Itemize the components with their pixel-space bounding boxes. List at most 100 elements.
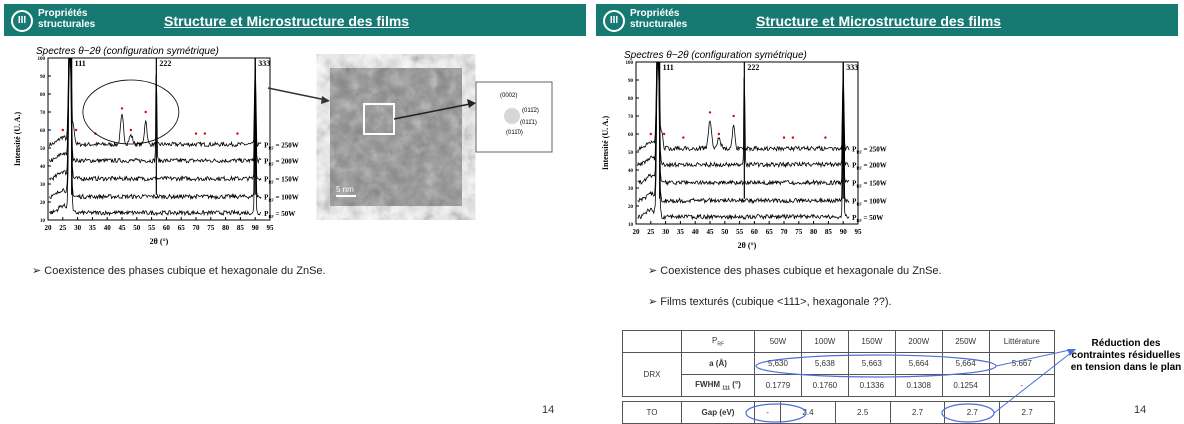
cell: - <box>988 374 1056 397</box>
slide-title: Structure et Microstructure des films <box>756 13 1002 29</box>
series-symbol: P <box>852 180 857 188</box>
series-sub: RF <box>268 198 274 203</box>
spot-label: (011̄1) <box>520 120 537 126</box>
phase-marker <box>732 114 735 118</box>
bullet: ➢ Coexistence des phases cubique et hexa… <box>32 265 326 277</box>
y-tick-label: 10 <box>628 223 634 228</box>
y-axis-label: Intensité (U. A.) <box>13 112 22 167</box>
section-badge: III <box>11 10 33 32</box>
y-tick-label: 100 <box>38 57 46 62</box>
table-overlay <box>745 349 1076 423</box>
y-tick-label: 40 <box>40 165 46 170</box>
figure-caption: Spectres θ−2θ (configuration symétrique) <box>36 46 219 57</box>
series-label: PRF = 150W <box>852 180 887 189</box>
y-tick-label: 30 <box>628 187 634 192</box>
series-label: PRF = 100W <box>264 194 299 203</box>
x-tick-label: 65 <box>766 228 774 236</box>
y-tick-label: 90 <box>628 79 634 84</box>
cell: 0.1254 <box>941 374 990 397</box>
x-tick-label: 80 <box>810 228 818 236</box>
series-power: = 50W <box>274 210 296 218</box>
phase-marker <box>144 110 147 114</box>
header-bar: III Propriétés structurales Structure et… <box>4 4 586 36</box>
highlight-ellipse <box>941 403 995 423</box>
section-label: Propriétés structurales <box>38 8 96 30</box>
label-sub: 111 <box>722 385 731 392</box>
arrow-head <box>467 99 476 108</box>
phase-marker <box>236 132 239 135</box>
series-power: = 50W <box>862 214 884 222</box>
series-power: = 200W <box>862 162 887 170</box>
scale-label: 5 nm <box>336 185 354 194</box>
series-sub: RF <box>856 218 862 223</box>
x-tick-label: 45 <box>119 224 127 232</box>
arrow <box>993 351 1073 414</box>
x-tick-label: 45 <box>707 228 715 236</box>
plot-frame <box>635 61 859 225</box>
series-power: = 200W <box>274 158 299 166</box>
slide: III Propriétés structurales Structure et… <box>0 0 592 423</box>
y-tick-label: 80 <box>40 93 46 98</box>
section-badge: III <box>603 10 625 32</box>
series-sub: RF <box>856 184 862 189</box>
x-tick-label: 35 <box>89 224 97 232</box>
x-tick-label: 55 <box>148 224 156 232</box>
page-number: 14 <box>1134 404 1147 416</box>
y-tick-label: 60 <box>628 133 634 138</box>
x-tick-label: 90 <box>840 228 848 236</box>
y-tick-label: 100 <box>626 61 634 66</box>
highlight-ellipse <box>755 354 997 378</box>
phase-marker <box>61 128 64 132</box>
peak-label: 333 <box>846 63 858 72</box>
x-tick-label: 25 <box>59 224 67 232</box>
y-tick-label: 90 <box>40 75 46 80</box>
highlight-ellipse <box>745 403 807 423</box>
table-row: FWHM 111 (°) 0.1779 0.1760 0.1336 0.1308 0.12… <box>623 374 1056 397</box>
phase-marker <box>791 136 795 139</box>
phase-marker <box>662 132 666 136</box>
series-label: PRF = 200W <box>852 162 887 171</box>
phase-marker <box>129 128 133 132</box>
series-symbol: P <box>264 176 269 184</box>
series-symbol: P <box>264 194 269 202</box>
x-tick-label: 40 <box>104 224 112 232</box>
gap-table: TO Gap (eV) -2.4 2.5 2.7 2.7 2.7 <box>622 401 1055 424</box>
series-power: = 150W <box>274 176 299 184</box>
arrow-head <box>1067 349 1076 356</box>
x-tick-label: 80 <box>222 224 230 232</box>
spectrum-line <box>49 57 262 217</box>
x-tick-label: 20 <box>45 224 53 232</box>
y-tick-label: 30 <box>40 183 46 188</box>
peak-label: 333 <box>258 59 270 68</box>
tem-texture <box>330 68 462 206</box>
page-number: 14 <box>542 404 555 416</box>
series-symbol: P <box>852 162 857 170</box>
bullet: ➢ Films texturés (cubique <111>, hexagon… <box>648 296 892 308</box>
cell: 0.1336 <box>847 374 896 397</box>
x-tick-label: 50 <box>721 228 729 236</box>
row-label: FWHM 111 (°) <box>681 374 755 397</box>
bullet: ➢ Coexistence des phases cubique et hexa… <box>648 265 942 277</box>
group-cell: DRX <box>622 352 682 397</box>
series-label: PRF = 200W <box>264 158 299 167</box>
series-sub: RF <box>268 145 274 150</box>
series-sub: RF <box>268 180 274 185</box>
phase-marker <box>649 132 652 136</box>
xrd-figure: Spectres θ−2θ (configuration symétrique)… <box>601 50 887 250</box>
series-power: = 100W <box>862 198 887 206</box>
series-power: = 250W <box>274 141 299 149</box>
y-tick-label: 70 <box>628 115 634 120</box>
phase-marker <box>782 136 786 139</box>
series-label: PRF = 100W <box>852 198 887 207</box>
series-label: PRF = 250W <box>852 145 887 154</box>
y-axis-label: Intensité (U. A.) <box>601 116 610 171</box>
y-tick-label: 40 <box>628 169 634 174</box>
phase-marker <box>717 132 721 136</box>
phase-marker <box>203 132 207 135</box>
spot-label: (0002) <box>500 93 517 99</box>
spectrum-line <box>637 61 850 221</box>
x-tick-label: 95 <box>267 224 275 232</box>
y-tick-label: 60 <box>40 129 46 134</box>
x-tick-label: 40 <box>692 228 700 236</box>
